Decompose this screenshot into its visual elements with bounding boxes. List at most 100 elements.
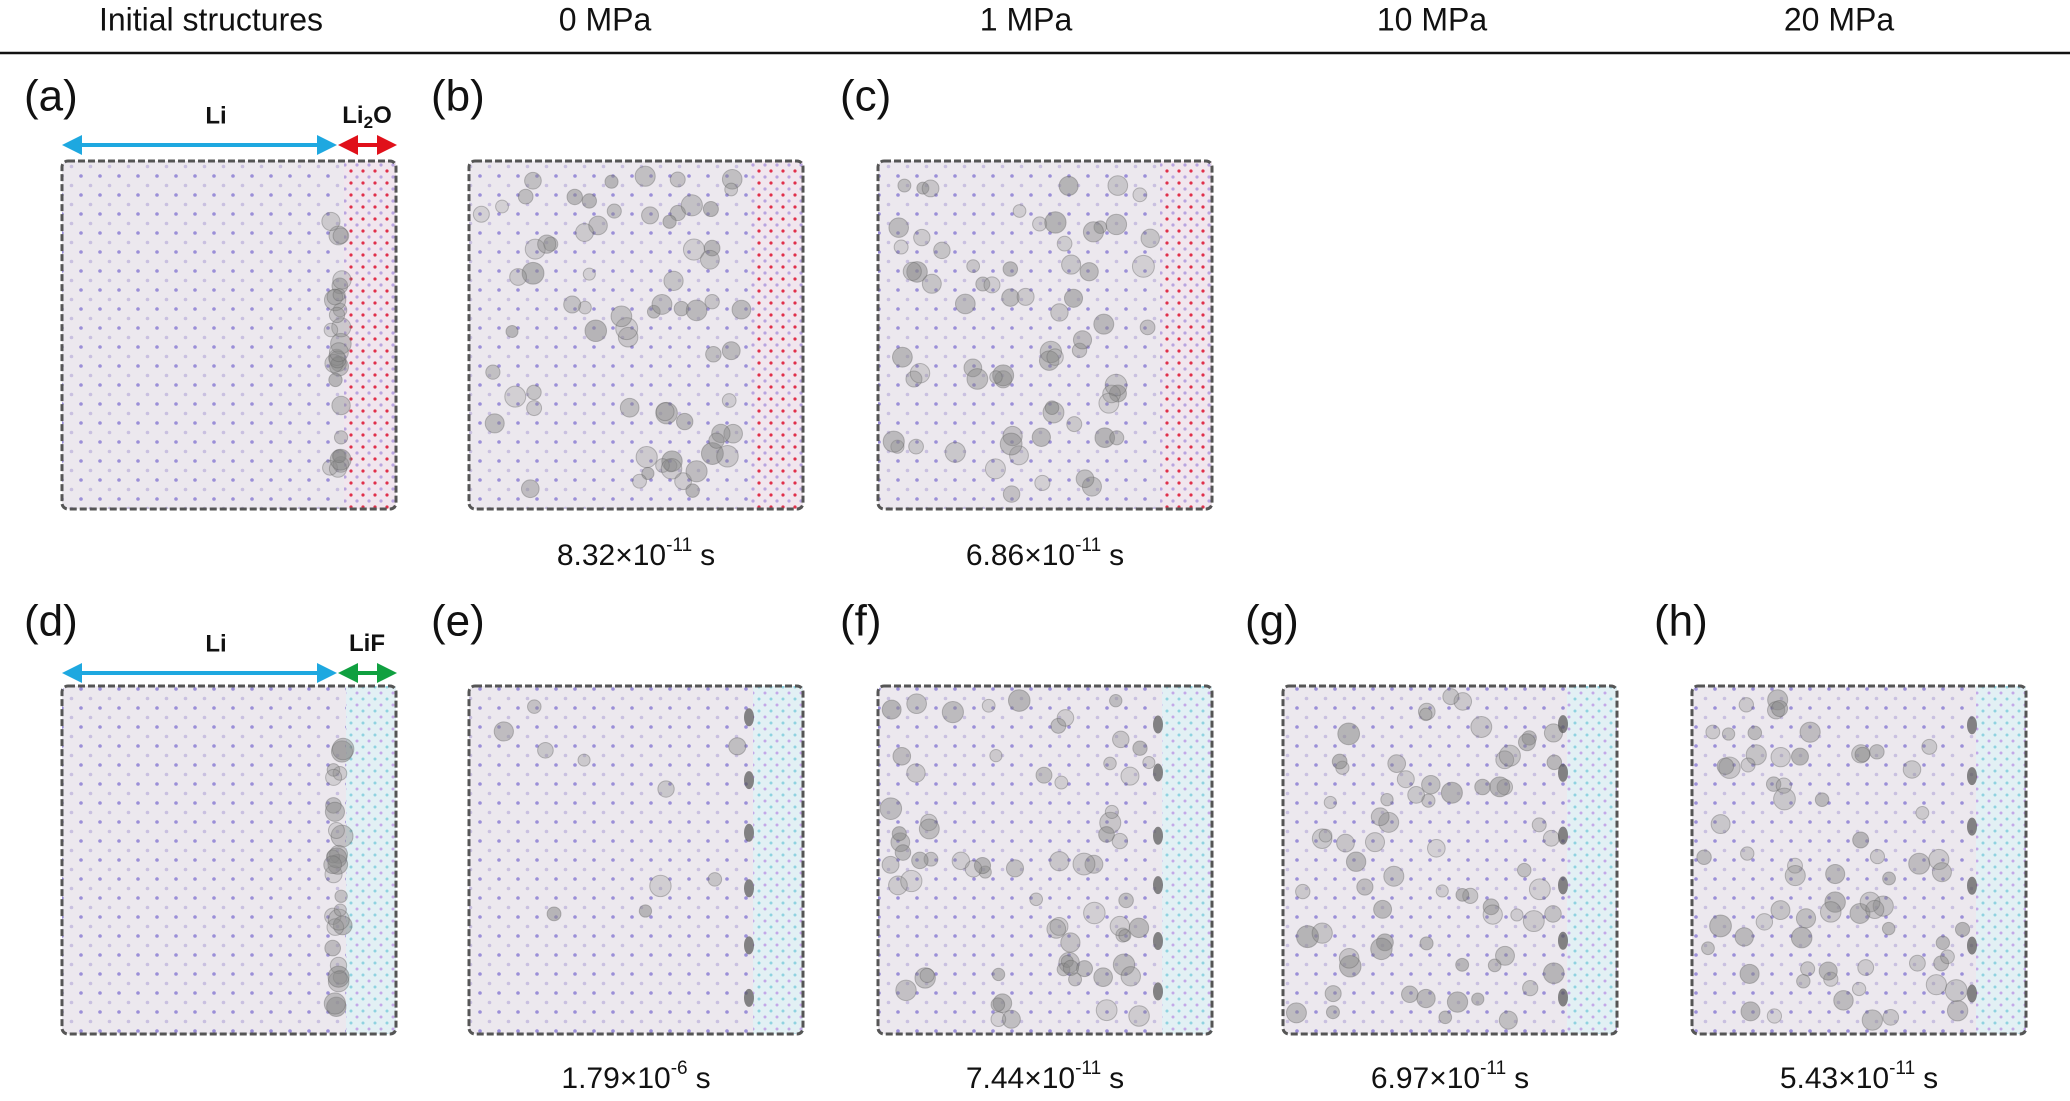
structure-panel xyxy=(1281,684,1619,1036)
atom-cluster xyxy=(524,238,546,260)
atom-cluster xyxy=(1120,766,1140,786)
atom-cluster xyxy=(1118,892,1134,909)
atom-cluster xyxy=(1034,474,1051,491)
atom-cluster xyxy=(1075,960,1094,978)
atom-cluster xyxy=(1336,833,1355,853)
interface-void xyxy=(744,879,754,898)
elapsed-time: 6.86×10-11 s xyxy=(966,535,1124,572)
atom-cluster xyxy=(1105,213,1128,236)
atom-cluster xyxy=(1705,724,1721,740)
elapsed-time: 7.44×10-11 s xyxy=(966,1058,1124,1095)
atom-cluster xyxy=(1103,756,1117,771)
atom-cluster xyxy=(332,227,350,245)
atom-cluster xyxy=(916,181,930,195)
atom-cluster xyxy=(1482,898,1500,916)
atom-cluster xyxy=(333,430,349,445)
interface-void xyxy=(1558,876,1568,895)
atom-cluster xyxy=(520,479,540,499)
atom-cluster xyxy=(900,869,923,893)
atom-cluster xyxy=(1120,966,1141,987)
atom-cluster xyxy=(646,304,661,319)
panel-border xyxy=(467,684,805,1036)
atom-cluster xyxy=(897,178,912,193)
atom-cluster xyxy=(1455,887,1470,902)
interface-void xyxy=(1967,817,1977,836)
atom-cluster xyxy=(680,194,703,217)
atom-cluster xyxy=(1081,476,1102,497)
atom-cluster xyxy=(1002,261,1019,277)
atom-cluster xyxy=(577,753,591,767)
atom-cluster xyxy=(983,276,1001,294)
li2o-layer xyxy=(751,161,803,509)
time-unit: s xyxy=(1923,1062,1938,1095)
atom-cluster xyxy=(1495,750,1515,770)
atom-cluster xyxy=(324,353,344,374)
atom-cluster xyxy=(1516,862,1532,878)
atom-cluster xyxy=(1387,754,1407,773)
atom-cluster xyxy=(1318,828,1333,843)
atom-cluster xyxy=(1528,878,1551,901)
li-region xyxy=(62,686,396,1034)
atom-cluster xyxy=(517,188,534,205)
atom-cluster xyxy=(1861,1009,1883,1031)
atom-cluster xyxy=(1007,689,1031,712)
atom-cluster xyxy=(1740,1001,1761,1022)
atom-cluster xyxy=(1765,776,1782,792)
atom-cluster xyxy=(649,874,672,898)
atom-cluster xyxy=(1093,313,1115,335)
atom-cluster xyxy=(1364,832,1386,853)
atom-cluster xyxy=(1710,814,1731,835)
atom-cluster xyxy=(1002,485,1021,503)
layer-label: Li2O xyxy=(342,102,391,132)
atom-cluster xyxy=(921,273,942,294)
atom-cluster xyxy=(660,457,683,480)
atom-cluster xyxy=(657,780,675,798)
atom-cluster xyxy=(1882,871,1896,886)
atom-cluster xyxy=(975,276,991,292)
atom-cluster xyxy=(1050,303,1069,322)
atom-cluster xyxy=(1383,865,1405,887)
atom-cluster xyxy=(1373,899,1393,919)
interface-void xyxy=(1967,936,1977,955)
atom-cluster xyxy=(615,317,639,341)
atom-cluster xyxy=(1442,688,1460,706)
atom-cluster xyxy=(331,277,349,295)
atom-cluster xyxy=(881,855,900,874)
atom-cluster xyxy=(1285,1002,1307,1024)
atom-cluster xyxy=(890,439,905,454)
atom-cluster xyxy=(1107,175,1129,196)
atom-cluster xyxy=(1108,384,1127,403)
atom-cluster xyxy=(914,967,936,989)
atom-cluster xyxy=(584,319,608,343)
atom-cluster xyxy=(1338,948,1360,969)
atom-cluster xyxy=(1944,979,1968,1002)
interface-void xyxy=(744,936,754,955)
atom-cluster xyxy=(1046,348,1064,366)
atom-cluster xyxy=(1734,927,1754,947)
atom-cluster xyxy=(1324,985,1342,1003)
atom-cluster xyxy=(700,442,724,465)
atom-cluster xyxy=(1933,955,1950,972)
atom-cluster xyxy=(1438,1010,1453,1025)
atom-cluster xyxy=(984,458,1006,480)
atom-cluster xyxy=(1421,793,1436,808)
atom-cluster xyxy=(882,430,905,453)
atom-cluster xyxy=(1471,992,1485,1006)
atom-cluster xyxy=(1718,756,1741,779)
layer-name: LiF xyxy=(349,630,385,657)
atom-cluster xyxy=(604,174,619,189)
atom-cluster xyxy=(674,472,693,491)
atom-cluster xyxy=(1060,932,1081,953)
atom-cluster xyxy=(632,473,647,489)
atom-cluster xyxy=(1522,980,1539,997)
time-unit: s xyxy=(700,539,715,572)
atom-cluster xyxy=(1079,262,1099,282)
atom-cluster xyxy=(1111,832,1129,850)
atom-cluster xyxy=(919,967,935,984)
atom-cluster xyxy=(1419,936,1434,951)
time-unit: s xyxy=(696,1062,711,1095)
li-label: Li xyxy=(205,102,226,129)
atom-cluster xyxy=(905,370,923,388)
atom-cluster xyxy=(1044,211,1067,234)
atom-cluster xyxy=(1104,804,1119,819)
